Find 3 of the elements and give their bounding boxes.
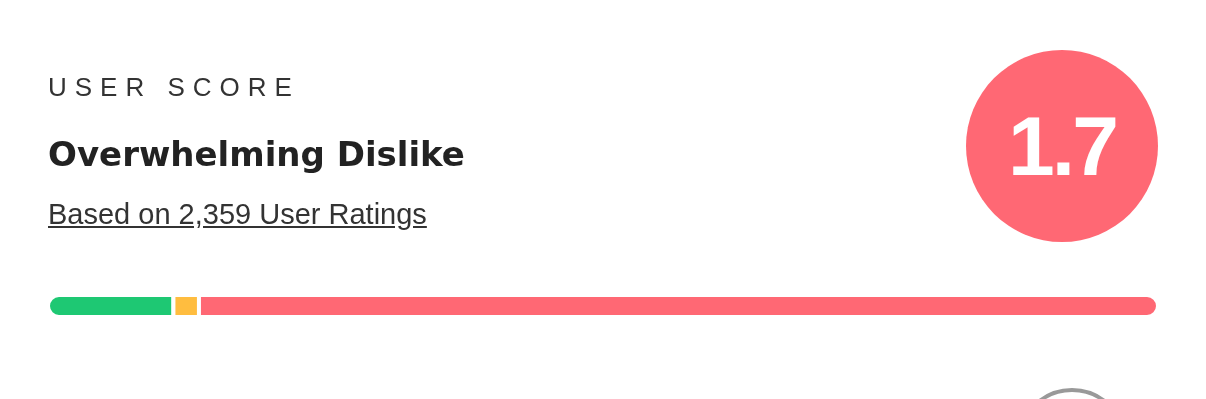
text: Based on 2,359 User Ratings [48, 198, 427, 231]
chart-subtitle: Overwhelming Dislike [48, 134, 465, 174]
chart-title: USER SCORE [48, 72, 300, 103]
